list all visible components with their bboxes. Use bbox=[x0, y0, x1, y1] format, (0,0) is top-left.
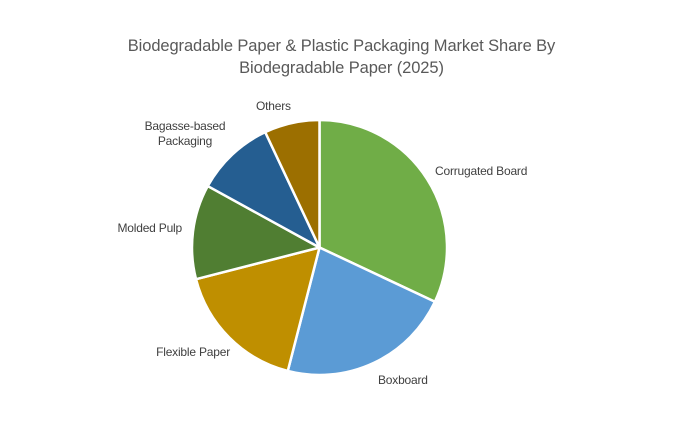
pie-slice-corrugated-board[interactable] bbox=[318, 118, 449, 304]
pie-slice-others[interactable] bbox=[263, 118, 321, 249]
pie-label-flexible-paper: Flexible Paper bbox=[156, 345, 230, 359]
pie-slice-flexible-paper[interactable] bbox=[194, 246, 321, 373]
chart-title-line1: Biodegradable Paper & Plastic Packaging … bbox=[127, 37, 556, 55]
pie-slice-boxboard[interactable] bbox=[286, 246, 437, 377]
chart-title-line2: Biodegradable Paper (2025) bbox=[239, 59, 444, 77]
pie-label-others: Others bbox=[256, 99, 291, 113]
pie-slice-bagasse-based-packaging[interactable] bbox=[206, 130, 321, 249]
chart-title: Biodegradable Paper & Plastic Packaging … bbox=[0, 35, 683, 79]
pie-slice-molded-pulp[interactable] bbox=[190, 184, 321, 281]
pie-chart bbox=[189, 117, 450, 378]
pie-label-boxboard: Boxboard bbox=[378, 373, 428, 387]
pie-label-molded-pulp: Molded Pulp bbox=[117, 221, 182, 235]
pie-svg bbox=[190, 118, 449, 377]
pie-label-corrugated-board: Corrugated Board bbox=[435, 164, 528, 178]
pie-label-bagasse-based-packaging: Bagasse-based Packaging bbox=[144, 119, 226, 148]
